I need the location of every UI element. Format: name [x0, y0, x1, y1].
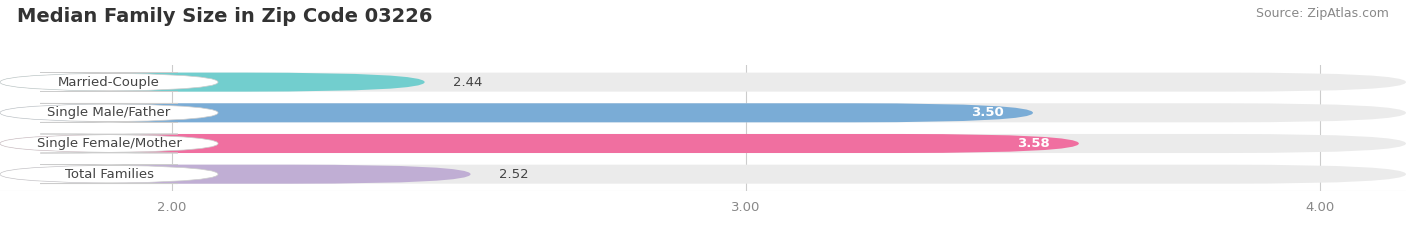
FancyBboxPatch shape [0, 73, 218, 92]
Text: Source: ZipAtlas.com: Source: ZipAtlas.com [1256, 7, 1389, 20]
Text: Married-Couple: Married-Couple [58, 76, 160, 89]
Text: Single Female/Mother: Single Female/Mother [37, 137, 181, 150]
Text: 3.50: 3.50 [972, 106, 1004, 119]
FancyBboxPatch shape [0, 134, 1406, 153]
FancyBboxPatch shape [0, 134, 1078, 153]
FancyBboxPatch shape [0, 165, 471, 184]
FancyBboxPatch shape [0, 103, 1033, 122]
FancyBboxPatch shape [0, 73, 425, 92]
Text: 2.52: 2.52 [499, 168, 529, 181]
Text: Total Families: Total Families [65, 168, 153, 181]
FancyBboxPatch shape [0, 103, 1406, 122]
Text: 3.58: 3.58 [1018, 137, 1050, 150]
FancyBboxPatch shape [0, 73, 1406, 92]
Text: 2.44: 2.44 [453, 76, 482, 89]
FancyBboxPatch shape [0, 165, 218, 184]
FancyBboxPatch shape [0, 134, 218, 153]
Text: Median Family Size in Zip Code 03226: Median Family Size in Zip Code 03226 [17, 7, 433, 26]
Text: Single Male/Father: Single Male/Father [48, 106, 170, 119]
FancyBboxPatch shape [0, 165, 1406, 184]
FancyBboxPatch shape [0, 103, 218, 122]
